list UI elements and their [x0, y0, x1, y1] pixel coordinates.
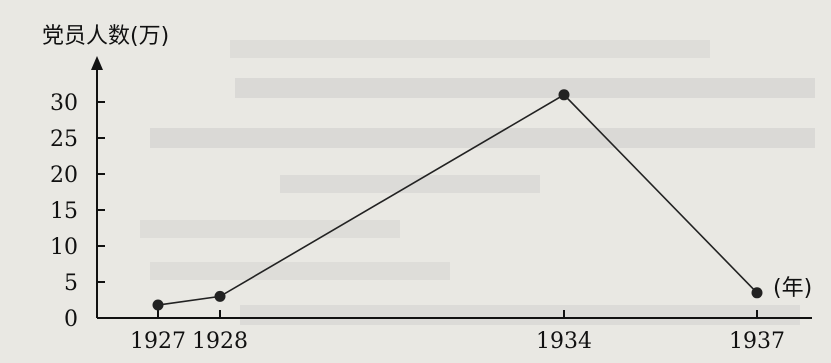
data-point — [214, 290, 226, 302]
x-tick-label: 1934 — [536, 329, 592, 354]
x-axis-title: (年) — [773, 276, 812, 301]
data-point — [152, 299, 164, 311]
data-point — [751, 287, 763, 299]
y-tick-label: 15 — [50, 199, 78, 224]
x-tick-label: 1937 — [729, 329, 785, 354]
y-tick-label: 10 — [50, 235, 78, 260]
y-tick-label: 5 — [64, 271, 78, 296]
y-tick-label: 20 — [50, 163, 78, 188]
data-point — [558, 89, 570, 101]
y-axis-arrow — [91, 56, 103, 70]
y-tick-label: 25 — [50, 127, 78, 152]
series-line — [157, 93, 758, 306]
y-tick-label: 0 — [64, 307, 78, 332]
x-tick-label: 1927 — [130, 329, 186, 354]
y-axis-title: 党员人数(万) — [42, 24, 169, 49]
bleed-through-texture — [140, 40, 815, 325]
y-tick-label: 30 — [50, 91, 78, 116]
x-tick-label: 1928 — [192, 329, 248, 354]
